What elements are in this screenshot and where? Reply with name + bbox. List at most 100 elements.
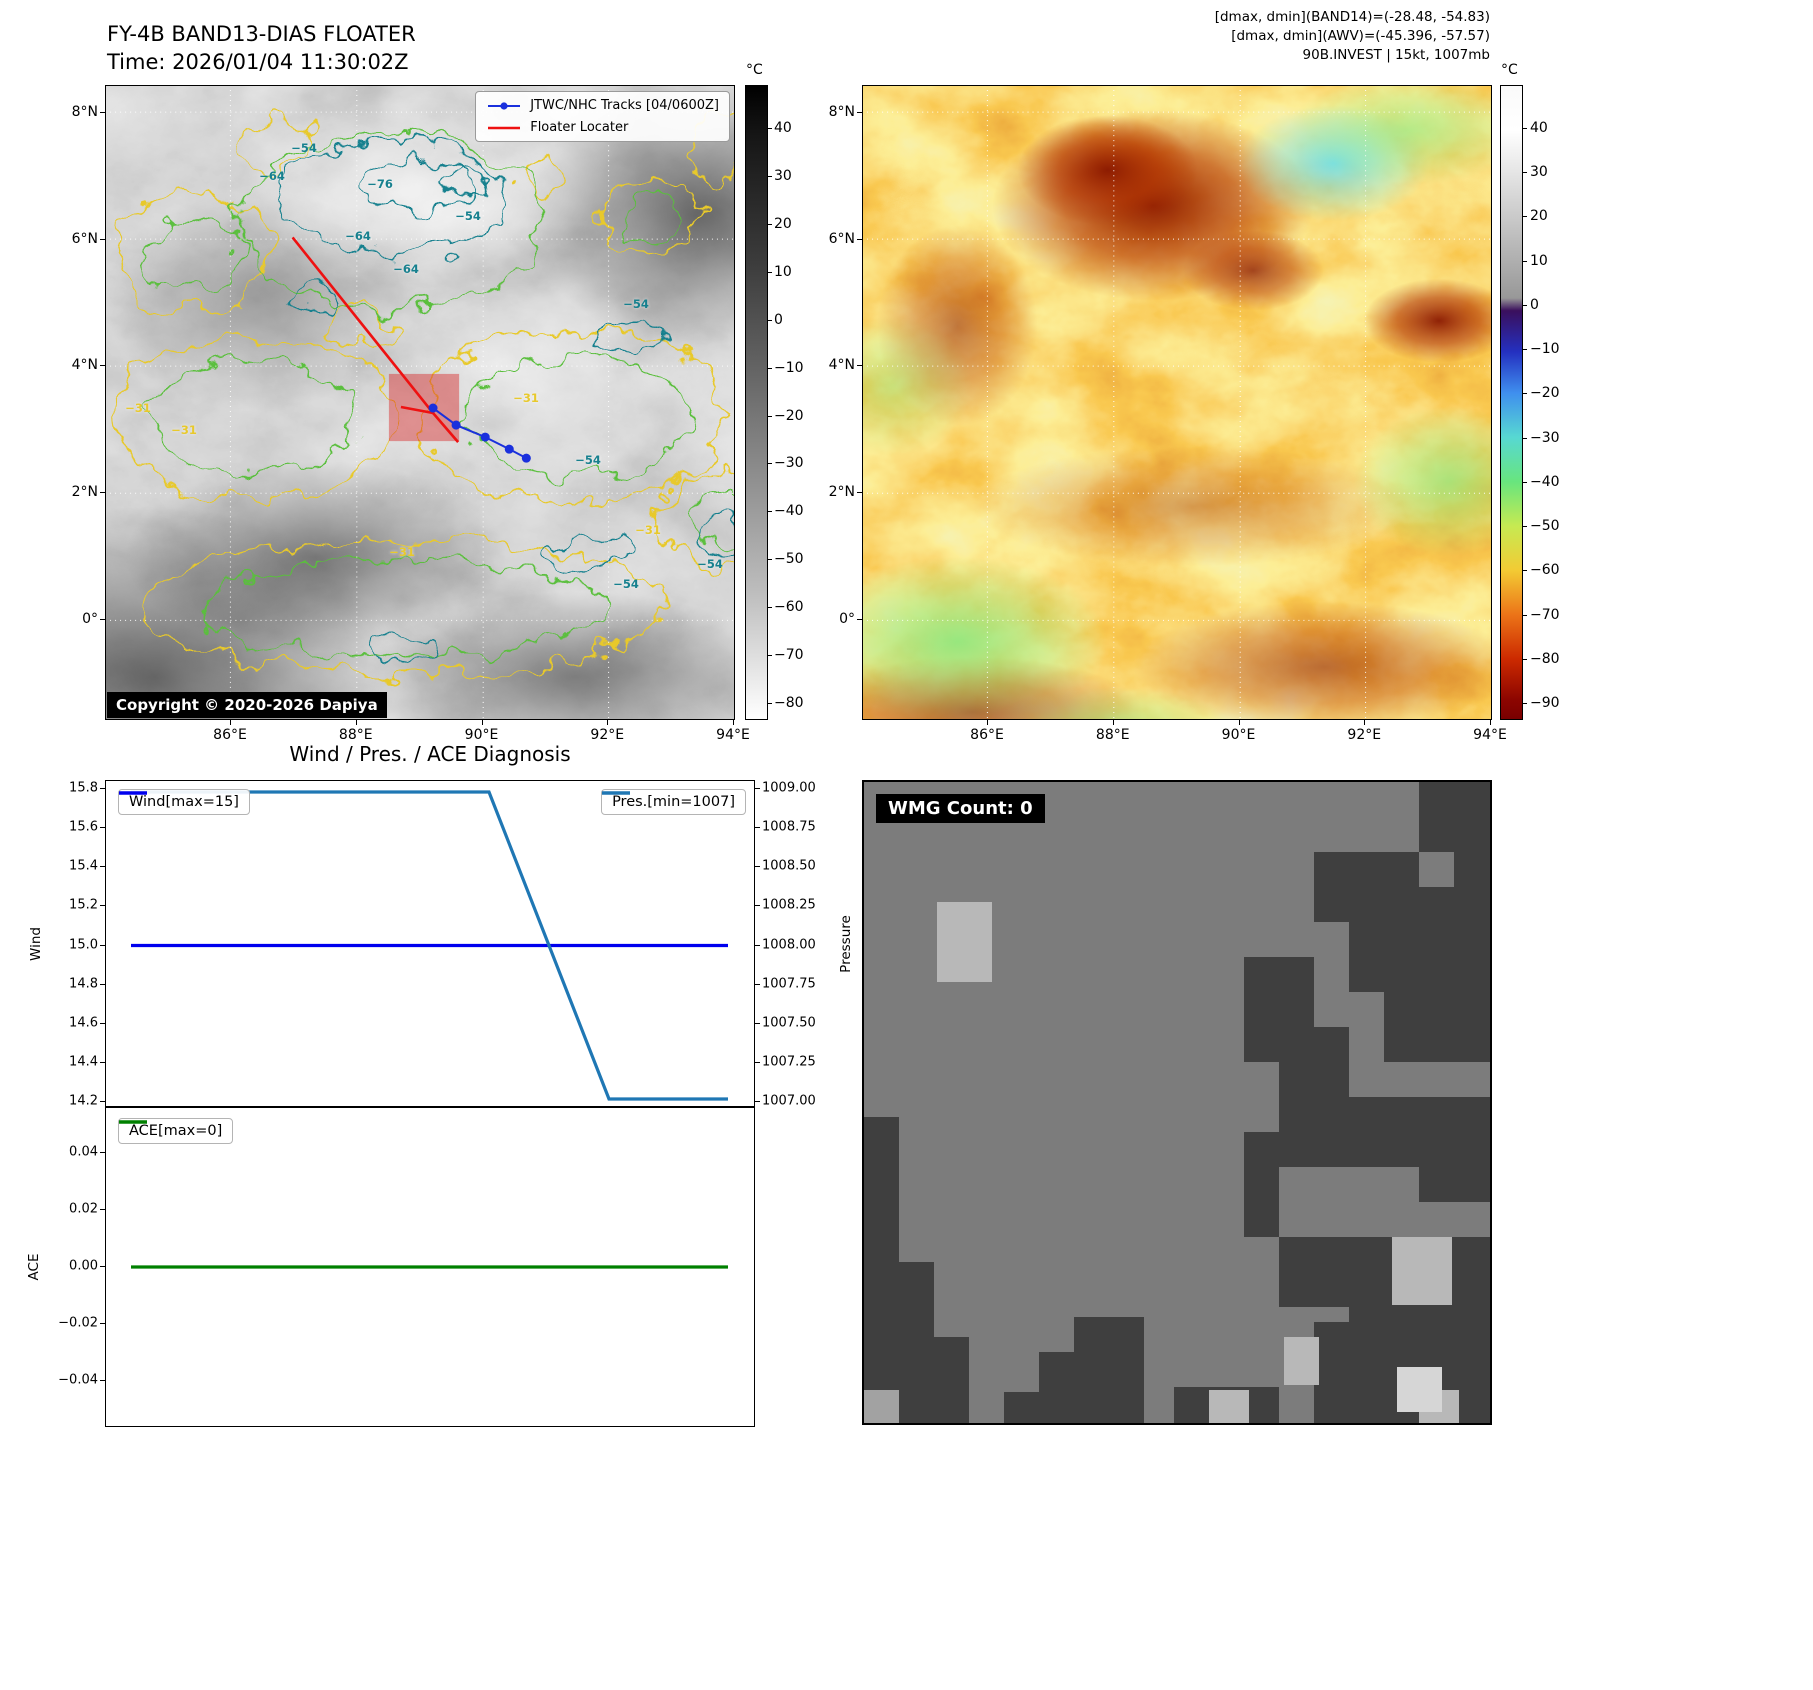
copyright-badge: Copyright © 2020-2026 Dapiya	[107, 692, 387, 718]
tick-mark	[755, 905, 760, 907]
awv-header: [dmax, dmin](BAND14)=(-28.48, -54.83) [d…	[1215, 8, 1490, 65]
tick-mark	[100, 788, 105, 789]
tick-label: −50	[1530, 518, 1560, 535]
tick-label: 40	[774, 120, 792, 136]
tick-label: 20	[774, 215, 792, 232]
tick-mark	[1490, 720, 1491, 725]
tick-mark	[1364, 720, 1366, 725]
tick-mark	[100, 1266, 105, 1267]
tick-mark	[100, 1152, 105, 1153]
tick-mark	[767, 367, 772, 369]
tick-label: −20	[774, 407, 804, 424]
tick-mark	[767, 703, 772, 705]
tick-mark	[1522, 172, 1527, 174]
tick-label: 94°E	[716, 727, 750, 743]
ace-axis-label: ACE	[26, 1253, 42, 1281]
tick-mark	[767, 463, 772, 465]
tick-mark	[1522, 393, 1527, 395]
tick-label: 1009.00	[762, 780, 816, 796]
tick-mark	[1522, 128, 1527, 129]
ace-legend: ACE[max=0]	[118, 1118, 234, 1144]
tick-mark	[100, 238, 105, 240]
contour-label: −54	[575, 453, 601, 467]
tick-mark	[1522, 614, 1527, 616]
tick-mark	[755, 827, 760, 829]
contour-label: −54	[291, 141, 317, 155]
ir-panel-title: FY-4B BAND13-DIAS FLOATER Time: 2026/01/…	[107, 20, 416, 76]
tick-label: −70	[1530, 606, 1560, 623]
tick-mark	[755, 983, 760, 985]
tick-mark	[100, 1380, 105, 1381]
tick-label: 0°	[839, 610, 855, 627]
tick-mark	[767, 655, 772, 657]
tick-mark	[755, 866, 760, 868]
wind-pressure-chart: Wind[max=15] Pres.[min=1007]	[105, 780, 755, 1107]
wmg-dark-blocks	[864, 782, 1490, 1423]
tick-label: 15.2	[69, 897, 98, 913]
tick-mark	[100, 944, 105, 946]
tick-label: 2°N	[71, 484, 98, 501]
tick-label: 30	[774, 167, 792, 184]
tick-mark	[857, 618, 862, 620]
tick-mark	[607, 720, 609, 725]
tick-mark	[100, 905, 105, 907]
tick-mark	[1522, 526, 1527, 528]
ace-legend-label: ACE[max=0]	[129, 1123, 223, 1139]
ir-title-line2: Time: 2026/01/04 11:30:02Z	[107, 50, 409, 74]
tick-label: 1007.00	[762, 1093, 816, 1109]
tick-mark	[100, 827, 105, 829]
contour-label: −64	[259, 169, 285, 183]
tick-label: 8°N	[828, 104, 855, 120]
tick-mark	[755, 1062, 760, 1064]
tick-label: 20	[1530, 208, 1548, 225]
tick-mark	[767, 559, 772, 561]
wmg-microwave-image	[864, 782, 1490, 1423]
ir-colorbar	[745, 85, 768, 720]
tick-label: 0.04	[69, 1144, 98, 1160]
jtwc-track	[428, 403, 531, 463]
tick-label: 1007.75	[762, 976, 816, 992]
tick-label: 15.6	[69, 819, 98, 835]
tick-mark	[767, 319, 772, 321]
contour-label: −64	[345, 229, 371, 243]
pressure-line	[131, 790, 728, 1101]
ir-satellite-map: −54 −64 −76 −64 −64 −54 −54 −31 −31 −31 −54 −31 −31 −…	[105, 85, 735, 720]
tick-mark	[857, 365, 862, 367]
wind-legend: Wind[max=15]	[118, 789, 250, 815]
tick-label: −80	[1530, 650, 1560, 667]
tick-label: 94°E	[1473, 727, 1507, 743]
awv-header-line2: [dmax, dmin](AWV)=(-45.396, -57.57)	[1231, 28, 1490, 44]
tick-mark	[857, 238, 862, 240]
tick-label: 4°N	[828, 357, 855, 374]
tick-mark	[100, 492, 105, 494]
contour-label: −76	[367, 177, 393, 191]
tick-mark	[1522, 349, 1527, 351]
tick-label: −0.02	[58, 1315, 98, 1331]
wmg-panel: WMG Count: 0	[862, 780, 1492, 1425]
tick-label: 1008.75	[762, 819, 816, 835]
tick-mark	[767, 511, 772, 513]
tick-label: 88°E	[338, 727, 373, 743]
tick-label: 92°E	[1347, 727, 1382, 743]
tick-label: 90°E	[464, 727, 499, 743]
tick-label: 40	[1530, 120, 1548, 136]
tick-label: 86°E	[970, 727, 1004, 743]
tick-mark	[100, 112, 105, 113]
tick-label: 15.4	[69, 858, 98, 874]
pressure-axis-label: Pressure	[838, 915, 854, 973]
tick-label: 86°E	[213, 727, 247, 743]
pressure-legend: Pres.[min=1007]	[601, 789, 746, 815]
awv-header-line1: [dmax, dmin](BAND14)=(-28.48, -54.83)	[1214, 9, 1490, 25]
tick-label: −40	[1530, 473, 1560, 490]
tick-label: 1007.25	[762, 1054, 816, 1070]
tick-label: 10	[1530, 252, 1548, 269]
tick-label: −60	[774, 599, 804, 616]
contour-label: −64	[393, 262, 419, 276]
tick-label: 1008.25	[762, 897, 816, 913]
tick-label: 90°E	[1221, 727, 1256, 743]
awv-satellite-image	[863, 86, 1491, 719]
ir-colorbar-unit: °C	[746, 62, 763, 78]
tick-label: 10	[774, 263, 792, 280]
awv-colorbar	[1500, 85, 1523, 720]
tick-label: 6°N	[828, 230, 855, 247]
